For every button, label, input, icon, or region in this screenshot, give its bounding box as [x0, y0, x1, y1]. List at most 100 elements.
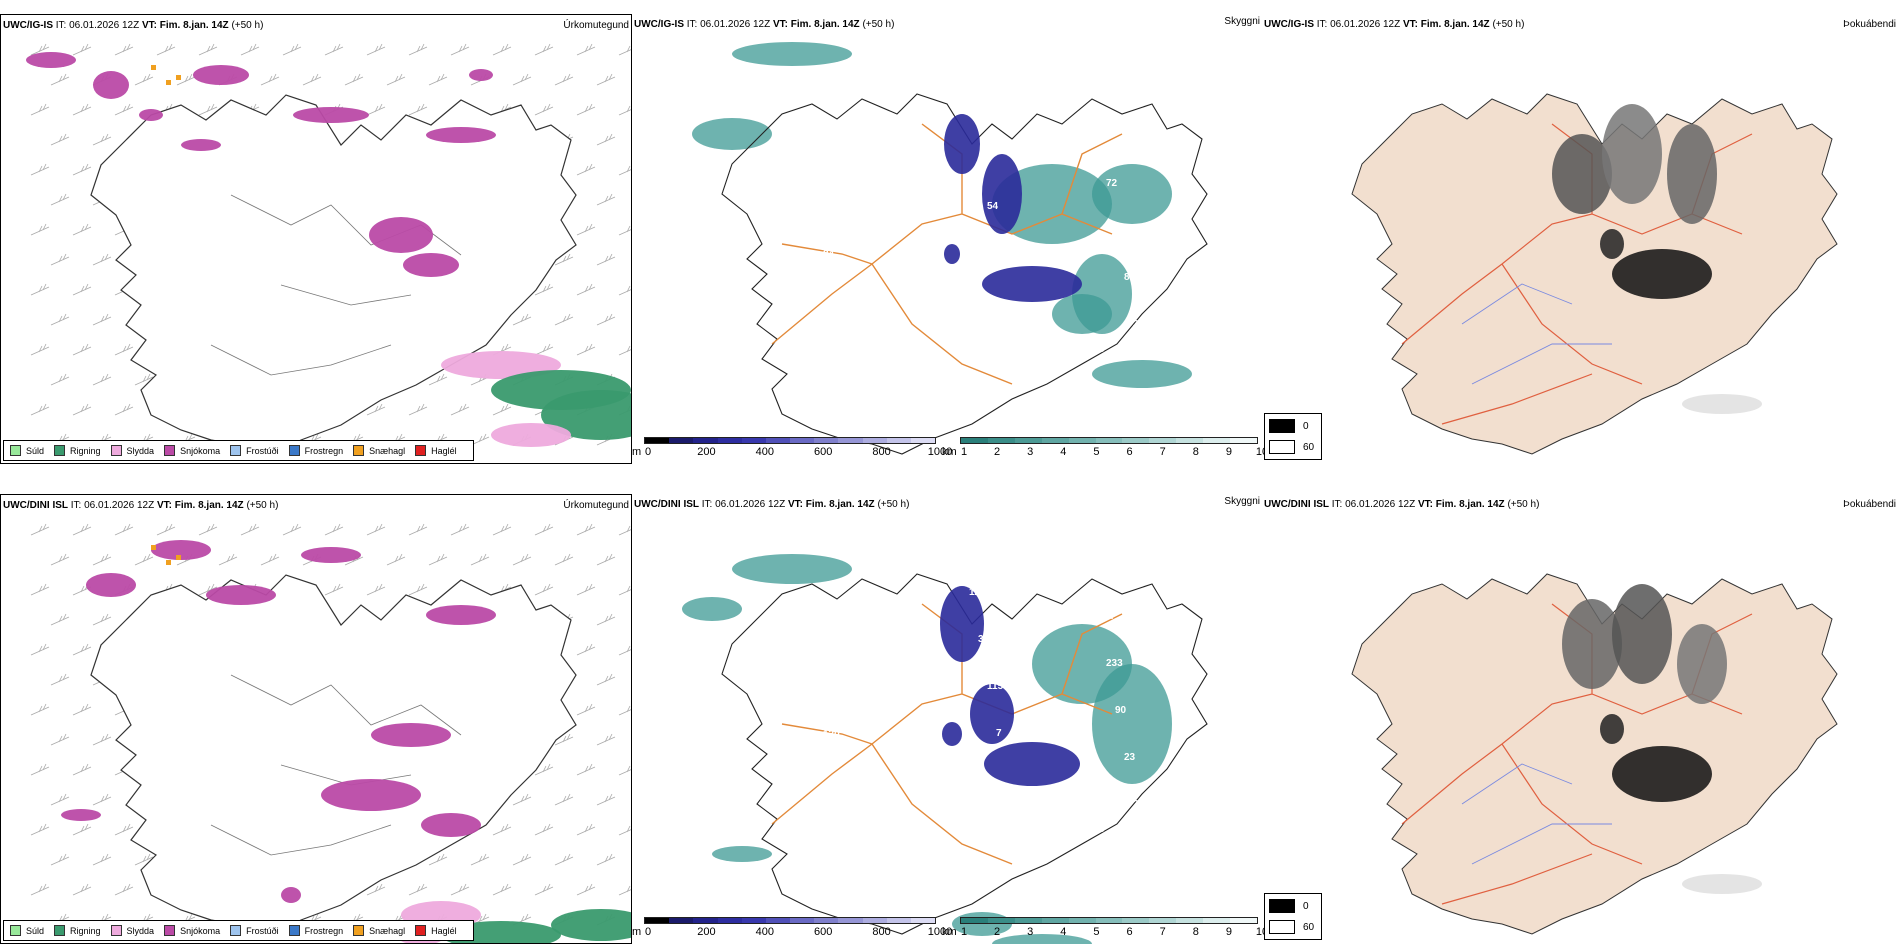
legend-item: Frostúði	[230, 445, 279, 456]
legend-item: Slydda	[110, 925, 155, 936]
visibility-unit: km	[942, 926, 957, 938]
iceland-outline	[721, 93, 1208, 455]
cloud-value-label: 97	[722, 106, 734, 117]
legend-swatch	[288, 445, 300, 456]
legend-swatch	[415, 925, 427, 936]
colorbar-tick: 800	[872, 926, 891, 938]
legend-swatch	[288, 925, 300, 936]
legend-label: Snæhagl	[369, 925, 406, 936]
colorbar-tick: 6	[1126, 446, 1133, 458]
colorbar-tick: 200	[697, 926, 716, 938]
cloud-value-label: 141	[969, 107, 986, 118]
cloud-value-label: 233	[1106, 658, 1123, 669]
cloud-value-label: 80	[951, 753, 963, 764]
colorbar-tick: 3	[1027, 446, 1034, 458]
precip-legend: Súld Rigning Slydda Snjókoma Frostúði Frostre…	[3, 920, 474, 941]
legend-item: Rigning	[54, 925, 101, 936]
cloud-value-label: 123	[814, 682, 831, 693]
cloud-map-graphic: 9710396367533548020121282001417284727510…	[692, 42, 1208, 455]
legend-item: Frostúði	[230, 925, 279, 936]
cloud-value-label: 72	[1106, 178, 1118, 189]
colorbar-tick: 2	[994, 926, 1001, 938]
cloud-value-label: 90	[1115, 705, 1127, 716]
colorbar-tick: 5	[1093, 446, 1100, 458]
cloud-value-label: 533	[850, 130, 867, 141]
cloud-value-label: 76	[859, 657, 871, 668]
colorbar-tick: 2	[994, 446, 1001, 458]
colorbar-tick: 8	[1192, 926, 1199, 938]
fog-legend-row2: 0 60	[1264, 893, 1322, 940]
field-name: Skyggni	[1224, 16, 1260, 27]
cloud-value-label: 129	[1088, 344, 1105, 355]
panel-title: UWC/DINI ISL IT: 06.01.2026 12Z VT: Fim.…	[3, 500, 279, 511]
precip-type-map-row1: UWC/IG-IS IT: 06.01.2026 12Z VT: Fim. 8.…	[0, 14, 632, 464]
field-name: Skyggni	[1224, 496, 1260, 507]
cloud-value-label: 115	[987, 681, 1004, 692]
fog-map-graphic	[1351, 573, 1838, 935]
cloud-value-label: 120	[1088, 824, 1105, 835]
legend-label: Slydda	[126, 925, 155, 936]
panel-title: UWC/IG-IS IT: 06.01.2026 12Z VT: Fim. 8.…	[634, 19, 895, 30]
legend-swatch	[353, 445, 365, 456]
precip-type-map-row2: UWC/DINI ISL IT: 06.01.2026 12Z VT: Fim.…	[0, 494, 632, 944]
cloud-visibility-map-row1: UWC/IG-IS IT: 06.01.2026 12Z VT: Fim. 8.…	[632, 14, 1262, 464]
ceiling-unit: m	[632, 446, 642, 458]
legend-label: Haglél	[431, 445, 457, 456]
fog-swatch-high	[1269, 419, 1295, 433]
colorbar-tick: 7	[1159, 446, 1166, 458]
colorbar-tick: 200	[697, 446, 716, 458]
colorbar-tick: 6	[1126, 926, 1133, 938]
cloud-value-label: 200	[832, 296, 849, 307]
legend-item: Slydda	[110, 445, 155, 456]
precip-legend: Súld Rigning Slydda Snjókoma Frostúði Frostre…	[3, 440, 474, 461]
colorbar-tick: 400	[755, 446, 774, 458]
precip-map-graphic	[26, 43, 631, 456]
legend-label: Rigning	[70, 445, 101, 456]
colorbar-tick: 4	[1060, 926, 1067, 938]
cloud-map-graphic: 3476726881152351332290791212331202121541…	[682, 554, 1208, 944]
legend-swatch	[54, 925, 66, 936]
cloud-value-label: 120	[823, 729, 840, 740]
legend-item: Frostregn	[288, 445, 344, 456]
colorbar-tick: 3	[1027, 926, 1034, 938]
field-name: Úrkomutegund	[563, 20, 629, 31]
cloud-value-label: 154	[1097, 611, 1114, 622]
legend-swatch	[110, 925, 122, 936]
cloud-value-label: 26	[1133, 799, 1145, 810]
colorbar-tick: 1	[960, 926, 968, 938]
cloud-value-label: 7	[996, 728, 1002, 739]
legend-item: Snæhagl	[353, 925, 405, 936]
cloud-value-label: 23	[1124, 752, 1136, 763]
cloud-value-label: 103	[859, 177, 876, 188]
ceiling-colorbar-strip	[644, 917, 936, 924]
legend-label: Frostregn	[304, 445, 344, 456]
legend-label: Slydda	[126, 445, 155, 456]
legend-label: Súld	[26, 445, 45, 456]
ceiling-colorbar-row1: m 0 200 400 600 800 1000	[632, 437, 952, 461]
visibility-colorbar-strip	[960, 917, 1258, 924]
cloud-value-label: 212	[960, 800, 977, 811]
cloud-value-label: 84	[823, 249, 835, 260]
colorbar-tick: 600	[814, 926, 833, 938]
precip-map-graphic	[30, 523, 631, 943]
colorbar-tick: 7	[1159, 926, 1166, 938]
colorbar-tick: 800	[872, 446, 891, 458]
cloud-value-label: 96	[996, 248, 1008, 259]
visibility-colorbar-row1: km 1 2 3 4 5 6 7 8 9 10	[942, 437, 1268, 461]
colorbar-tick: 1000	[927, 446, 953, 458]
cloud-value-label: 438	[951, 273, 968, 284]
visibility-colorbar-strip	[960, 437, 1258, 444]
iceland-outline	[721, 573, 1208, 935]
ceiling-unit: m	[632, 926, 642, 938]
legend-swatch	[110, 445, 122, 456]
iceland-outline	[90, 574, 577, 936]
legend-item: Súld	[10, 445, 44, 456]
cloud-value-label: 121	[969, 587, 986, 598]
cloud-value-label: 12	[978, 154, 990, 165]
legend-item: Snæhagl	[353, 445, 405, 456]
visibility-colorbar-row2: km 1 2 3 4 5 6 7 8 9 10	[942, 917, 1268, 941]
legend-item: Súld	[10, 925, 44, 936]
legend-item: Haglél	[415, 445, 457, 456]
cloud-value-label: 79	[832, 776, 844, 787]
fog-swatch-high	[1269, 899, 1295, 913]
